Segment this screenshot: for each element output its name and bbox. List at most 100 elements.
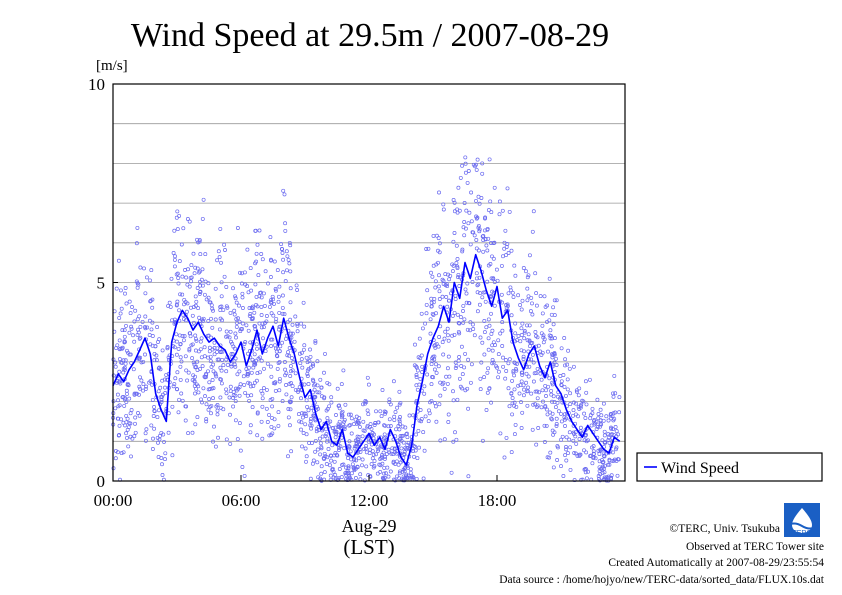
sample-point	[176, 410, 181, 415]
sample-point	[114, 286, 119, 291]
sample-point	[445, 326, 450, 331]
sample-point	[209, 411, 213, 416]
sample-point	[427, 411, 432, 416]
sample-point	[454, 363, 459, 368]
sample-point	[480, 171, 485, 176]
sample-point	[440, 340, 445, 345]
sample-point	[180, 274, 185, 279]
sample-point	[124, 301, 129, 306]
sample-point	[378, 470, 383, 474]
sample-point	[201, 386, 206, 391]
sample-point	[492, 303, 497, 308]
sample-point	[496, 375, 501, 380]
sample-point	[152, 426, 157, 431]
sample-point	[200, 283, 205, 288]
sample-point	[339, 410, 344, 415]
sample-point	[322, 370, 326, 375]
sample-point	[571, 438, 576, 443]
sample-point	[182, 302, 186, 307]
sample-point	[460, 247, 465, 252]
sample-point	[267, 412, 271, 417]
sample-point	[121, 370, 126, 375]
sample-point	[453, 360, 458, 365]
sample-point	[577, 437, 582, 441]
sample-point	[515, 338, 519, 343]
sample-point	[606, 432, 611, 437]
sample-point	[455, 264, 460, 269]
y-tick-label: 10	[88, 75, 105, 94]
sample-point	[224, 329, 229, 334]
sample-point	[270, 404, 275, 409]
sample-point	[215, 412, 220, 417]
sample-point	[562, 384, 567, 389]
sample-point	[598, 424, 602, 429]
sample-point	[424, 302, 429, 307]
sample-point	[530, 312, 535, 317]
sample-point	[403, 425, 408, 430]
sample-point	[565, 377, 570, 382]
sample-point	[508, 288, 513, 293]
sample-point	[465, 281, 470, 286]
sample-point	[319, 394, 324, 399]
sample-point	[238, 329, 243, 334]
sample-point	[198, 366, 203, 371]
sample-point	[239, 281, 244, 286]
sample-point	[504, 245, 509, 249]
sample-point	[583, 467, 588, 471]
sample-point	[370, 431, 375, 436]
sample-point	[277, 284, 282, 289]
sample-point	[542, 423, 547, 428]
sample-point	[463, 161, 468, 166]
sample-point	[172, 382, 177, 387]
sample-point	[288, 317, 293, 322]
sample-point	[285, 320, 290, 325]
sample-point	[598, 418, 603, 423]
sample-point	[392, 414, 397, 419]
sample-point	[198, 283, 203, 288]
sample-point	[135, 225, 140, 230]
sample-point	[591, 455, 596, 460]
sample-point	[183, 268, 187, 272]
sample-point	[555, 458, 560, 462]
sample-point	[139, 378, 144, 383]
sample-point	[552, 352, 557, 357]
sample-point	[175, 227, 180, 232]
sample-point	[353, 444, 358, 449]
sample-point	[329, 458, 334, 463]
sample-point	[563, 357, 568, 362]
sample-point	[446, 338, 451, 343]
sample-point	[403, 445, 408, 450]
sample-point	[247, 313, 252, 318]
sample-point	[476, 194, 481, 199]
sample-point	[557, 396, 562, 401]
sample-point	[156, 408, 161, 413]
sample-point	[206, 281, 211, 286]
sample-point	[506, 361, 511, 366]
sample-point	[393, 410, 398, 414]
sample-point	[457, 208, 462, 213]
sample-point	[240, 295, 245, 300]
sample-point	[576, 404, 581, 409]
sample-point	[366, 382, 371, 387]
sample-point	[397, 419, 402, 424]
sample-point	[379, 414, 384, 419]
sample-point	[322, 451, 327, 456]
sample-point	[225, 305, 230, 310]
sample-point	[376, 448, 380, 453]
sample-point	[216, 435, 220, 440]
sample-point	[556, 409, 561, 414]
sample-point	[480, 438, 485, 443]
sample-point	[415, 456, 420, 461]
sample-point	[304, 398, 309, 403]
sample-point	[172, 317, 177, 322]
sample-point	[232, 312, 237, 317]
sample-point	[551, 465, 556, 470]
sample-point	[597, 452, 602, 456]
sample-point	[237, 421, 242, 426]
sample-point	[353, 466, 358, 471]
sample-point	[572, 451, 577, 455]
sample-point	[259, 304, 264, 309]
sample-point	[432, 354, 437, 359]
sample-point	[269, 374, 274, 379]
sample-point	[272, 259, 277, 264]
